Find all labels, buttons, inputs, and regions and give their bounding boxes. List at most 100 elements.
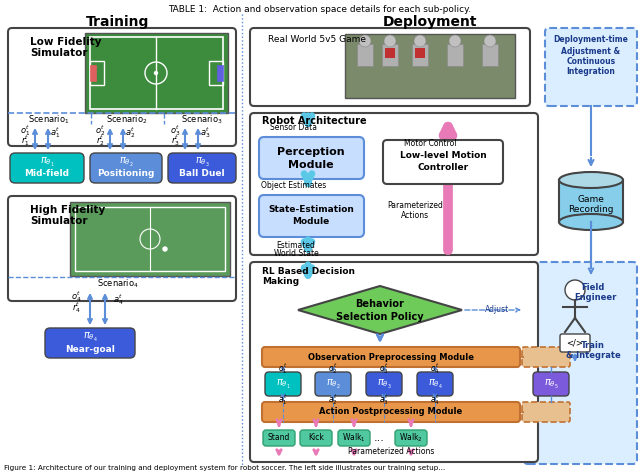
FancyBboxPatch shape bbox=[395, 430, 427, 446]
Text: Training: Training bbox=[86, 15, 150, 29]
Text: Train: Train bbox=[581, 341, 605, 350]
Text: $\pi_{\theta_1}$: $\pi_{\theta_1}$ bbox=[276, 377, 291, 390]
Text: Module: Module bbox=[292, 218, 330, 227]
Text: $\pi_{\theta_1}$: $\pi_{\theta_1}$ bbox=[40, 156, 54, 169]
Bar bbox=[90, 65, 96, 81]
Text: $o_1^t$: $o_1^t$ bbox=[20, 124, 30, 139]
Text: $o_4^t$: $o_4^t$ bbox=[430, 362, 440, 377]
Bar bbox=[90, 37, 223, 109]
Text: Making: Making bbox=[262, 277, 299, 286]
Text: Game: Game bbox=[577, 196, 604, 205]
Text: Behavior: Behavior bbox=[356, 299, 404, 309]
FancyBboxPatch shape bbox=[383, 140, 503, 184]
Text: Parameterized: Parameterized bbox=[387, 200, 443, 209]
Bar bbox=[90, 61, 104, 85]
Text: Engineer: Engineer bbox=[574, 294, 616, 303]
Bar bbox=[70, 202, 230, 276]
Text: Field: Field bbox=[581, 284, 605, 292]
Text: World State: World State bbox=[274, 249, 318, 258]
Text: Observation Preprocessing Module: Observation Preprocessing Module bbox=[308, 353, 474, 361]
Text: $a_2^t$: $a_2^t$ bbox=[125, 126, 135, 140]
FancyBboxPatch shape bbox=[8, 28, 236, 146]
Text: RL Based Decision: RL Based Decision bbox=[262, 267, 355, 276]
Text: $r_1^t$: $r_1^t$ bbox=[20, 134, 29, 149]
Text: Actions: Actions bbox=[401, 210, 429, 219]
Text: Motor Control: Motor Control bbox=[404, 139, 456, 148]
Text: $r_3^t$: $r_3^t$ bbox=[171, 134, 179, 149]
Text: Parameterized Actions: Parameterized Actions bbox=[348, 447, 434, 456]
Text: Controller: Controller bbox=[417, 162, 468, 171]
FancyBboxPatch shape bbox=[259, 195, 364, 237]
Text: Real World 5v5 Game: Real World 5v5 Game bbox=[268, 36, 366, 44]
Text: Near-goal: Near-goal bbox=[65, 345, 115, 354]
Ellipse shape bbox=[559, 172, 623, 188]
FancyBboxPatch shape bbox=[250, 28, 530, 106]
Text: Stand: Stand bbox=[268, 434, 290, 443]
Text: Positioning: Positioning bbox=[97, 169, 155, 178]
Text: Adjustment &: Adjustment & bbox=[561, 47, 621, 56]
Text: $\pi_{\theta_2}$: $\pi_{\theta_2}$ bbox=[118, 156, 133, 169]
Text: Integration: Integration bbox=[566, 67, 616, 76]
Text: Walk$_2$: Walk$_2$ bbox=[399, 432, 423, 444]
Text: Object Estimates: Object Estimates bbox=[261, 181, 326, 190]
Text: High Fidelity: High Fidelity bbox=[30, 205, 105, 215]
Text: Continuous: Continuous bbox=[566, 57, 616, 66]
FancyBboxPatch shape bbox=[533, 372, 569, 396]
FancyBboxPatch shape bbox=[10, 153, 84, 183]
FancyBboxPatch shape bbox=[417, 372, 453, 396]
Text: Robot Architecture: Robot Architecture bbox=[262, 116, 367, 126]
Text: Low Fidelity: Low Fidelity bbox=[30, 37, 102, 47]
Text: Adjust: Adjust bbox=[485, 306, 509, 315]
FancyBboxPatch shape bbox=[168, 153, 236, 183]
Bar bbox=[559, 180, 623, 222]
Text: Mid-field: Mid-field bbox=[24, 169, 70, 178]
FancyBboxPatch shape bbox=[545, 28, 637, 106]
FancyBboxPatch shape bbox=[8, 196, 236, 301]
FancyBboxPatch shape bbox=[522, 347, 570, 367]
FancyBboxPatch shape bbox=[524, 262, 637, 464]
Circle shape bbox=[414, 35, 426, 47]
FancyBboxPatch shape bbox=[259, 137, 364, 179]
Bar bbox=[415, 48, 425, 58]
Bar bbox=[85, 33, 228, 113]
Text: $a_4^t$: $a_4^t$ bbox=[430, 393, 440, 407]
Text: Scenario$_4$: Scenario$_4$ bbox=[97, 278, 139, 290]
FancyBboxPatch shape bbox=[522, 402, 570, 422]
FancyBboxPatch shape bbox=[45, 328, 135, 358]
Text: $o_3^t$: $o_3^t$ bbox=[379, 362, 389, 377]
FancyBboxPatch shape bbox=[265, 372, 301, 396]
Text: Selection Policy: Selection Policy bbox=[336, 312, 424, 322]
Text: $\pi_{\theta_2}$: $\pi_{\theta_2}$ bbox=[326, 377, 340, 390]
Text: Scenario$_2$: Scenario$_2$ bbox=[106, 114, 148, 126]
Circle shape bbox=[163, 247, 167, 251]
Text: $a_1^t$: $a_1^t$ bbox=[50, 126, 60, 140]
Polygon shape bbox=[298, 286, 462, 334]
Text: $o_2^t$: $o_2^t$ bbox=[95, 124, 105, 139]
Bar bbox=[75, 207, 225, 271]
Bar bbox=[482, 44, 498, 66]
Text: Estimated: Estimated bbox=[276, 240, 316, 249]
Circle shape bbox=[449, 35, 461, 47]
FancyBboxPatch shape bbox=[250, 113, 538, 255]
Circle shape bbox=[384, 35, 396, 47]
Text: Simulator: Simulator bbox=[30, 48, 88, 58]
Text: $\pi_{\theta_4}$: $\pi_{\theta_4}$ bbox=[428, 377, 442, 390]
Bar bbox=[412, 44, 428, 66]
Text: TABLE 1:  Action and observation space details for each sub-policy.: TABLE 1: Action and observation space de… bbox=[168, 4, 472, 13]
Text: & Integrate: & Integrate bbox=[566, 351, 620, 360]
Bar bbox=[217, 65, 223, 81]
Text: Deployment: Deployment bbox=[383, 15, 477, 29]
Bar bbox=[447, 44, 463, 66]
Text: $o_4^t$: $o_4^t$ bbox=[71, 289, 81, 305]
Circle shape bbox=[565, 280, 585, 300]
Text: Scenario$_1$: Scenario$_1$ bbox=[28, 114, 70, 126]
Text: Scenario$_3$: Scenario$_3$ bbox=[181, 114, 223, 126]
Text: $a_1^t$: $a_1^t$ bbox=[278, 393, 288, 407]
Text: Simulator: Simulator bbox=[30, 216, 88, 226]
Text: $o_2^t$: $o_2^t$ bbox=[328, 362, 338, 377]
Bar bbox=[385, 48, 395, 58]
Text: Low-level Motion: Low-level Motion bbox=[399, 150, 486, 159]
FancyBboxPatch shape bbox=[262, 347, 520, 367]
FancyBboxPatch shape bbox=[300, 430, 332, 446]
Text: Walk$_1$: Walk$_1$ bbox=[342, 432, 366, 444]
